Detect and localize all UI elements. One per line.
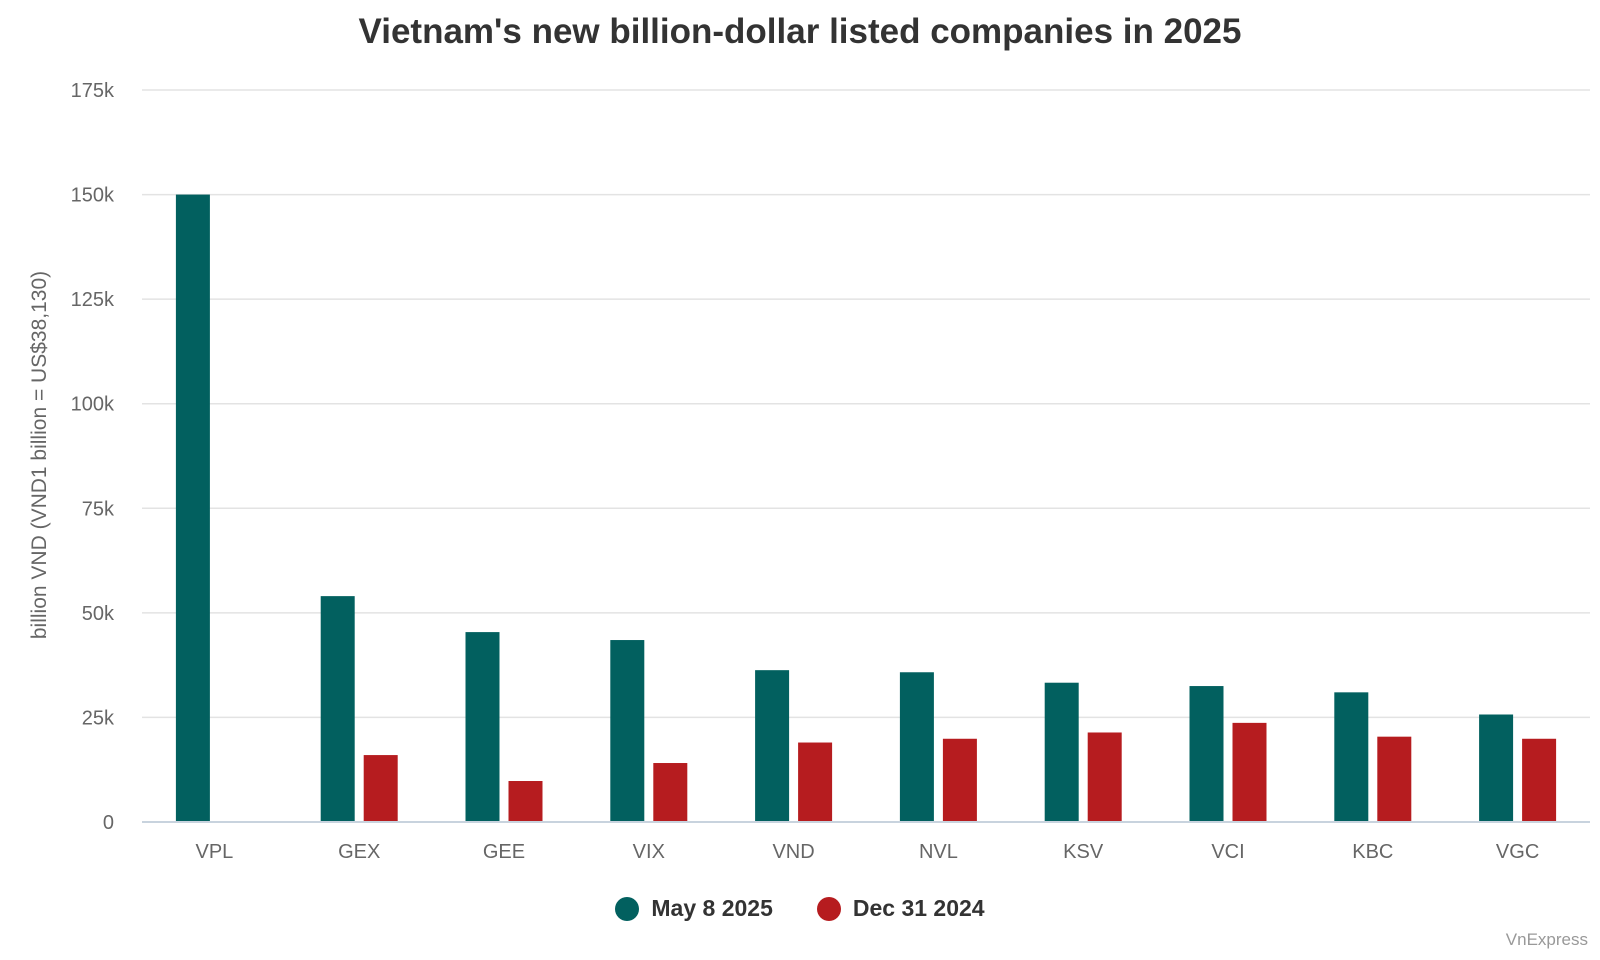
- x-tick-label: GEX: [338, 841, 380, 863]
- x-tick-label: GEE: [483, 841, 525, 863]
- bar-nvl-series-1[interactable]: [899, 672, 934, 822]
- bar-ksv-series-2[interactable]: [1087, 732, 1122, 822]
- bar-kbc-series-2[interactable]: [1377, 736, 1412, 822]
- x-tick-label: VIX: [633, 841, 665, 863]
- y-tick-label: 0: [103, 812, 114, 834]
- bar-vix-series-2[interactable]: [653, 763, 688, 822]
- bar-vnd-series-2[interactable]: [798, 742, 833, 822]
- x-tick-label: KBC: [1352, 841, 1393, 863]
- x-tick-label: VGC: [1496, 841, 1539, 863]
- x-tick-label: VCI: [1211, 841, 1244, 863]
- bar-vpl-series-1[interactable]: [175, 194, 210, 823]
- legend-marker-series-1: [615, 896, 640, 921]
- y-tick-label: 25k: [82, 707, 115, 729]
- legend-label: May 8 2025: [651, 895, 773, 921]
- y-tick-label: 100k: [71, 394, 115, 416]
- x-tick-label: VND: [772, 841, 814, 863]
- x-tick-label: NVL: [919, 841, 958, 863]
- chart-title: Vietnam's new billion-dollar listed comp…: [358, 12, 1242, 51]
- y-axis-ticks: 0 25k 50k 75k 100k 125k 150k 175k: [71, 80, 115, 834]
- bar-vgc-series-2[interactable]: [1522, 738, 1557, 822]
- bar-kbc-series-1[interactable]: [1334, 692, 1369, 822]
- bar-vgc-series-1[interactable]: [1479, 714, 1514, 822]
- bar-gee-series-2[interactable]: [508, 781, 543, 822]
- bar-vnd-series-1[interactable]: [755, 670, 790, 822]
- y-axis-label: billion VND (VND1 billion = US$38,130): [28, 271, 51, 639]
- x-tick-label: VPL: [195, 841, 233, 863]
- bar-gee-series-1[interactable]: [465, 632, 500, 822]
- legend: May 8 2025 Dec 31 2024: [0, 895, 1600, 922]
- bar-vci-series-1[interactable]: [1189, 686, 1224, 822]
- bar-vci-series-2[interactable]: [1232, 722, 1267, 822]
- legend-item-dec-31-2024[interactable]: Dec 31 2024: [816, 895, 985, 922]
- bar-ksv-series-1[interactable]: [1044, 682, 1079, 822]
- y-tick-label: 50k: [82, 603, 115, 625]
- legend-marker-series-2: [816, 896, 841, 921]
- bar-vix-series-1[interactable]: [610, 640, 645, 822]
- grid-lines: [142, 89, 1590, 719]
- legend-item-may-8-2025[interactable]: May 8 2025: [615, 895, 773, 922]
- x-tick-label: KSV: [1063, 841, 1104, 863]
- bar-nvl-series-2[interactable]: [942, 738, 977, 822]
- x-axis-ticks: VPL GEX GEE VIX VND NVL KSV VCI KBC VGC: [195, 841, 1539, 863]
- bar-gex-series-1[interactable]: [320, 596, 355, 822]
- source-credit: VnExpress: [1505, 930, 1588, 949]
- bar-gex-series-2[interactable]: [363, 755, 398, 822]
- y-tick-label: 75k: [82, 498, 115, 520]
- y-tick-label: 125k: [71, 289, 115, 311]
- y-tick-label: 150k: [71, 185, 115, 207]
- legend-label: Dec 31 2024: [852, 895, 985, 921]
- bars: [175, 194, 1557, 823]
- y-tick-label: 175k: [71, 80, 115, 102]
